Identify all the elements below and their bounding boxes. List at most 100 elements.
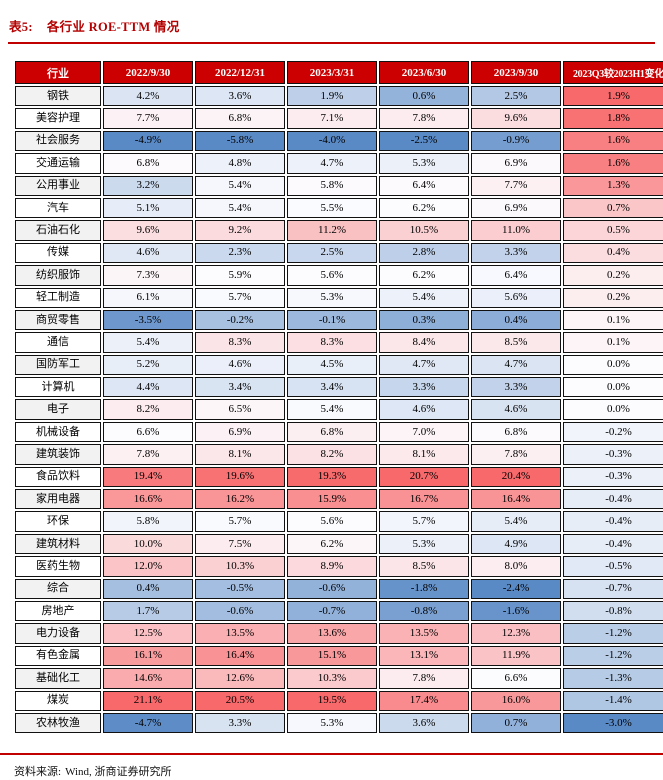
industry-cell: 纺织服饰 (15, 265, 101, 286)
table-row: 家用电器 16.6% 16.2% 15.9% 16.7% 16.4% -0.4% (15, 489, 663, 510)
table-row: 房地产 1.7% -0.6% -0.7% -0.8% -1.6% -0.8% (15, 600, 663, 622)
roe-value-cell: 1.7% (103, 600, 193, 622)
change-value-cell: 0.0% (563, 377, 663, 398)
roe-value-cell: 2.3% (195, 242, 285, 264)
industry-cell: 煤炭 (15, 690, 101, 711)
roe-value-cell: 6.5% (195, 399, 285, 420)
table-row: 基础化工 14.6% 12.6% 10.3% 7.8% 6.6% -1.3% (15, 668, 663, 689)
roe-value-cell: 9.6% (103, 220, 193, 241)
roe-value-cell: 4.6% (103, 242, 193, 264)
industry-cell: 有色金属 (15, 645, 101, 667)
table-row: 农林牧渔 -4.7% 3.3% 5.3% 3.6% 0.7% -3.0% (15, 712, 663, 734)
table-row: 综合 0.4% -0.5% -0.6% -1.8% -2.4% -0.7% (15, 578, 663, 599)
table-row: 电力设备 12.5% 13.5% 13.6% 13.5% 12.3% -1.2% (15, 623, 663, 644)
roe-value-cell: 20.7% (379, 466, 469, 488)
roe-value-cell: 5.7% (195, 511, 285, 532)
change-value-cell: 0.1% (563, 309, 663, 331)
industry-cell: 交通运输 (15, 153, 101, 174)
column-header: 2022/12/31 (195, 61, 285, 84)
roe-value-cell: 13.5% (195, 623, 285, 644)
roe-value-cell: -0.9% (471, 130, 561, 152)
footer-rule (0, 753, 663, 756)
roe-value-cell: -0.6% (195, 600, 285, 622)
change-value-cell: 1.6% (563, 130, 663, 152)
roe-value-cell: 19.3% (287, 466, 377, 488)
roe-ttm-heatmap-table: 行业 2022/9/30 2022/12/31 2023/3/31 2023/6/30 2… (13, 59, 663, 735)
industry-cell: 综合 (15, 578, 101, 599)
roe-value-cell: 13.6% (287, 623, 377, 644)
table-row: 国防军工 5.2% 4.6% 4.5% 4.7% 4.7% 0.0% (15, 354, 663, 376)
roe-value-cell: 16.4% (471, 489, 561, 510)
roe-value-cell: 4.7% (379, 354, 469, 376)
table-number-tag: 表5: (9, 20, 33, 34)
industry-cell: 建筑材料 (15, 533, 101, 555)
roe-value-cell: 3.2% (103, 175, 193, 196)
table-row: 医药生物 12.0% 10.3% 8.9% 8.5% 8.0% -0.5% (15, 556, 663, 577)
roe-value-cell: 7.1% (287, 108, 377, 129)
change-value-cell: 0.5% (563, 220, 663, 241)
change-value-cell: -1.2% (563, 645, 663, 667)
roe-value-cell: 7.8% (471, 444, 561, 465)
industry-cell: 公用事业 (15, 175, 101, 196)
change-value-cell: 0.1% (563, 332, 663, 353)
roe-value-cell: 5.8% (103, 511, 193, 532)
column-header: 2023/9/30 (471, 61, 561, 84)
roe-value-cell: 6.9% (195, 421, 285, 443)
industry-cell: 传媒 (15, 242, 101, 264)
roe-value-cell: 9.6% (471, 108, 561, 129)
roe-value-cell: 4.5% (287, 354, 377, 376)
roe-value-cell: 0.4% (471, 309, 561, 331)
roe-value-cell: 5.2% (103, 354, 193, 376)
roe-value-cell: 11.9% (471, 645, 561, 667)
roe-value-cell: -1.6% (471, 600, 561, 622)
roe-value-cell: 3.4% (195, 377, 285, 398)
roe-value-cell: -3.5% (103, 309, 193, 331)
table-row: 汽车 5.1% 5.4% 5.5% 6.2% 6.9% 0.7% (15, 197, 663, 219)
roe-value-cell: 13.5% (379, 623, 469, 644)
change-value-cell: -0.5% (563, 556, 663, 577)
table-row: 食品饮料 19.4% 19.6% 19.3% 20.7% 20.4% -0.3% (15, 466, 663, 488)
table-row: 轻工制造 6.1% 5.7% 5.3% 5.4% 5.6% 0.2% (15, 287, 663, 308)
roe-value-cell: 5.3% (379, 533, 469, 555)
industry-cell: 机械设备 (15, 421, 101, 443)
roe-value-cell: 6.8% (471, 421, 561, 443)
change-value-cell: -1.3% (563, 668, 663, 689)
roe-value-cell: 6.1% (103, 287, 193, 308)
table-title: 表5: 各行业 ROE-TTM 情况 (0, 0, 663, 35)
roe-value-cell: 16.7% (379, 489, 469, 510)
roe-value-cell: 10.3% (195, 556, 285, 577)
column-header: 2023Q3较2023H1变化 (563, 61, 663, 84)
roe-value-cell: -2.5% (379, 130, 469, 152)
roe-value-cell: 7.5% (195, 533, 285, 555)
column-header: 2023/3/31 (287, 61, 377, 84)
roe-value-cell: 5.6% (471, 287, 561, 308)
roe-value-cell: 3.3% (471, 377, 561, 398)
table-row: 传媒 4.6% 2.3% 2.5% 2.8% 3.3% 0.4% (15, 242, 663, 264)
roe-value-cell: -0.1% (287, 309, 377, 331)
roe-value-cell: 6.2% (287, 533, 377, 555)
industry-cell: 家用电器 (15, 489, 101, 510)
roe-value-cell: 16.1% (103, 645, 193, 667)
roe-value-cell: 12.3% (471, 623, 561, 644)
change-value-cell: 0.0% (563, 354, 663, 376)
table-row: 建筑装饰 7.8% 8.1% 8.2% 8.1% 7.8% -0.3% (15, 444, 663, 465)
roe-value-cell: 4.6% (379, 399, 469, 420)
change-value-cell: 0.2% (563, 287, 663, 308)
table-row: 通信 5.4% 8.3% 8.3% 8.4% 8.5% 0.1% (15, 332, 663, 353)
roe-value-cell: 14.6% (103, 668, 193, 689)
roe-value-cell: 7.3% (103, 265, 193, 286)
roe-value-cell: 5.4% (195, 197, 285, 219)
industry-cell: 房地产 (15, 600, 101, 622)
roe-value-cell: 8.1% (195, 444, 285, 465)
change-value-cell: -1.2% (563, 623, 663, 644)
header-row: 行业 2022/9/30 2022/12/31 2023/3/31 2023/6/30 2… (15, 61, 663, 84)
table-row: 环保 5.8% 5.7% 5.6% 5.7% 5.4% -0.4% (15, 511, 663, 532)
change-value-cell: 0.7% (563, 197, 663, 219)
roe-value-cell: 9.2% (195, 220, 285, 241)
roe-value-cell: 5.7% (379, 511, 469, 532)
roe-value-cell: 5.4% (379, 287, 469, 308)
roe-value-cell: 8.2% (287, 444, 377, 465)
column-header: 2022/9/30 (103, 61, 193, 84)
change-value-cell: -1.4% (563, 690, 663, 711)
